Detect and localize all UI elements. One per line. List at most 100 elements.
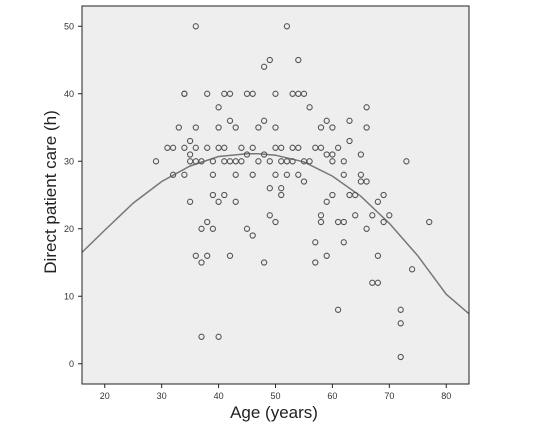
data-point <box>249 232 256 239</box>
data-point <box>181 171 188 178</box>
data-point <box>363 104 370 111</box>
data-point <box>397 353 404 361</box>
data-point <box>306 104 313 111</box>
data-point <box>312 259 319 266</box>
data-point <box>192 124 199 131</box>
y-tick-label: 40 <box>64 89 74 99</box>
data-point <box>226 90 234 97</box>
data-point <box>249 171 256 178</box>
data-point <box>175 124 182 131</box>
data-point <box>323 117 330 124</box>
data-point <box>266 56 273 64</box>
x-tick-label: 40 <box>214 391 224 401</box>
data-point <box>374 252 382 259</box>
data-point <box>408 266 416 273</box>
data-point <box>278 185 285 192</box>
data-point <box>255 124 262 131</box>
data-point <box>192 23 199 30</box>
data-point <box>249 144 256 151</box>
data-point <box>357 151 365 158</box>
y-axis-title: Direct patient care (h) <box>41 110 60 273</box>
data-point <box>380 218 387 226</box>
data-point <box>186 151 194 158</box>
y-tick-label: 30 <box>64 156 74 166</box>
data-point <box>295 171 302 178</box>
data-point <box>329 158 336 165</box>
data-point <box>272 218 279 226</box>
x-tick-label: 60 <box>327 391 337 401</box>
data-point <box>369 212 376 219</box>
data-point <box>181 144 188 151</box>
data-point <box>340 158 347 165</box>
data-point <box>289 158 296 165</box>
data-point <box>232 124 239 131</box>
x-tick-label: 30 <box>157 391 167 401</box>
data-point <box>317 124 325 131</box>
data-point <box>329 191 336 199</box>
data-point <box>426 218 433 226</box>
data-point <box>352 212 359 219</box>
data-point <box>260 117 268 124</box>
data-point <box>374 279 382 286</box>
data-point <box>186 198 194 205</box>
data-point <box>181 90 188 97</box>
data-point <box>255 158 262 165</box>
data-point <box>215 104 222 111</box>
y-tick-label: 20 <box>64 224 74 234</box>
data-point <box>243 151 251 158</box>
data-point <box>283 23 291 30</box>
data-point <box>397 320 404 327</box>
y-axis-ticks: 0 10 20 30 40 50 <box>64 21 82 369</box>
data-point <box>204 144 211 151</box>
data-point <box>238 158 245 165</box>
data-point <box>272 171 279 178</box>
data-point <box>192 252 199 259</box>
data-point <box>266 212 273 219</box>
data-point <box>346 117 353 124</box>
data-point <box>215 333 222 340</box>
data-point <box>226 117 234 124</box>
x-tick-label: 80 <box>441 391 451 401</box>
data-point <box>300 90 308 97</box>
data-point <box>169 144 177 151</box>
data-point <box>278 191 285 199</box>
data-point <box>198 259 205 266</box>
data-point <box>334 144 342 151</box>
data-point <box>363 178 370 185</box>
data-point <box>323 252 330 259</box>
data-point <box>266 185 273 192</box>
data-point <box>249 90 256 97</box>
data-point <box>306 158 313 165</box>
data-point <box>329 124 336 131</box>
data-point <box>374 198 382 205</box>
data-point <box>272 124 279 131</box>
data-point <box>357 171 365 178</box>
data-point <box>215 198 222 205</box>
data-point <box>221 191 228 199</box>
x-axis-title: Age (years) <box>230 403 318 422</box>
data-points-layer <box>152 23 433 361</box>
x-tick-label: 50 <box>270 391 280 401</box>
data-point <box>192 144 199 151</box>
data-point <box>317 144 325 151</box>
data-point <box>340 239 347 246</box>
data-point <box>260 63 268 70</box>
data-point <box>283 171 291 178</box>
data-point <box>209 171 217 178</box>
y-tick-label: 10 <box>64 291 74 301</box>
data-point <box>209 225 217 232</box>
data-point <box>386 212 393 219</box>
data-point <box>317 212 325 219</box>
data-point <box>209 191 217 199</box>
data-point <box>209 158 217 165</box>
data-point <box>295 56 302 64</box>
data-point <box>312 239 319 246</box>
data-point <box>186 137 194 145</box>
data-point <box>238 144 245 151</box>
y-tick-label: 50 <box>64 21 74 31</box>
data-point <box>232 171 239 178</box>
data-point <box>152 158 160 165</box>
data-point <box>403 158 410 165</box>
data-point <box>204 218 211 226</box>
